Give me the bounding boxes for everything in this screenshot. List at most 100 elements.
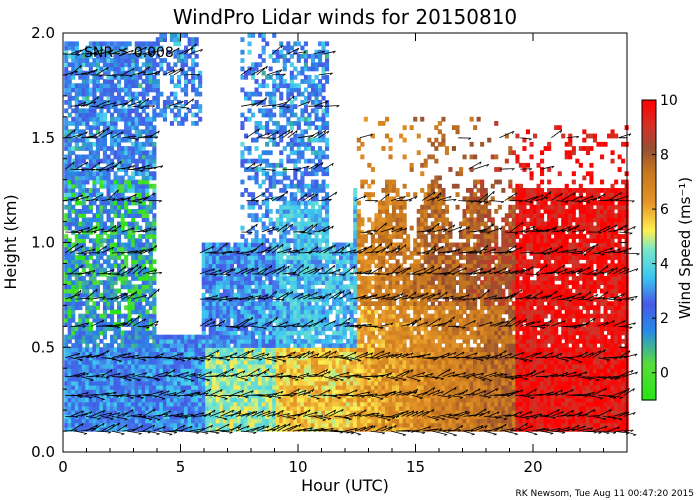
heatmap-cell bbox=[222, 276, 227, 281]
heatmap-cell bbox=[152, 397, 157, 403]
heatmap-cell bbox=[244, 255, 249, 260]
heatmap-cell bbox=[212, 368, 217, 373]
heatmap-cell bbox=[286, 221, 291, 227]
heatmap-cell bbox=[99, 209, 104, 214]
heatmap-cell bbox=[113, 385, 118, 390]
heatmap-cell bbox=[95, 389, 100, 394]
heatmap-cell bbox=[289, 347, 294, 353]
heatmap-cell bbox=[145, 209, 150, 214]
heatmap-cell bbox=[169, 426, 174, 432]
heatmap-cell bbox=[127, 234, 132, 239]
heatmap-cell bbox=[332, 343, 337, 348]
heatmap-cell bbox=[177, 351, 182, 357]
heatmap-cell bbox=[85, 121, 90, 126]
heatmap-cell bbox=[247, 343, 252, 348]
heatmap-cell bbox=[145, 271, 150, 277]
heatmap-cell bbox=[289, 397, 294, 403]
heatmap-cell bbox=[286, 204, 291, 210]
heatmap-cell bbox=[134, 292, 139, 298]
heatmap-cell bbox=[162, 376, 167, 382]
heatmap-cell bbox=[346, 376, 351, 382]
heatmap-cell bbox=[180, 33, 185, 38]
heatmap-cell bbox=[296, 87, 301, 93]
heatmap-cell bbox=[177, 79, 182, 84]
heatmap-cell bbox=[184, 334, 189, 340]
heatmap-cell bbox=[180, 87, 185, 93]
heatmap-cell bbox=[303, 259, 308, 265]
heatmap-cell bbox=[254, 87, 259, 93]
heatmap-cell bbox=[145, 385, 150, 390]
heatmap-cell bbox=[293, 234, 298, 239]
heatmap-cell bbox=[244, 91, 249, 97]
heatmap-cell bbox=[303, 313, 308, 319]
heatmap-cell bbox=[145, 112, 150, 118]
heatmap-cell bbox=[254, 179, 259, 185]
heatmap-cell bbox=[67, 292, 72, 298]
heatmap-cell bbox=[208, 276, 213, 281]
heatmap-cell bbox=[134, 116, 139, 122]
heatmap-cell bbox=[300, 297, 305, 302]
heatmap-cell bbox=[293, 87, 298, 93]
heatmap-cell bbox=[286, 280, 291, 285]
heatmap-cell bbox=[145, 401, 150, 407]
heatmap-cell bbox=[261, 150, 266, 156]
heatmap-cell bbox=[134, 53, 139, 59]
heatmap-cell bbox=[307, 158, 312, 164]
heatmap-cell bbox=[124, 213, 129, 218]
heatmap-cell bbox=[131, 359, 136, 365]
heatmap-cell bbox=[272, 326, 277, 332]
heatmap-cell bbox=[95, 179, 100, 185]
heatmap-cell bbox=[71, 380, 76, 386]
heatmap-cell bbox=[177, 53, 182, 59]
heatmap-cell bbox=[261, 280, 266, 285]
heatmap-cell bbox=[88, 192, 93, 197]
heatmap-cell bbox=[254, 280, 259, 285]
heatmap-cell bbox=[303, 146, 308, 151]
heatmap-cell bbox=[265, 380, 270, 386]
heatmap-cell bbox=[314, 112, 319, 118]
heatmap-cell bbox=[240, 426, 245, 432]
heatmap-cell bbox=[307, 141, 312, 147]
heatmap-cell bbox=[113, 376, 118, 382]
heatmap-cell bbox=[215, 368, 220, 373]
heatmap-cell bbox=[131, 271, 136, 277]
heatmap-cell bbox=[141, 401, 146, 407]
heatmap-cell bbox=[240, 309, 245, 315]
heatmap-cell bbox=[303, 276, 308, 281]
heatmap-cell bbox=[300, 221, 305, 227]
heatmap-cell bbox=[134, 112, 139, 118]
heatmap-cell bbox=[124, 364, 129, 369]
heatmap-cell bbox=[127, 414, 132, 420]
heatmap-cell bbox=[205, 276, 210, 281]
heatmap-cell bbox=[215, 263, 220, 269]
heatmap-cell bbox=[173, 95, 178, 101]
heatmap-cell bbox=[148, 334, 153, 340]
heatmap-cell bbox=[88, 133, 93, 139]
heatmap-cell bbox=[159, 347, 164, 353]
heatmap-cell bbox=[88, 188, 93, 193]
heatmap-cell bbox=[152, 188, 157, 193]
heatmap-cell bbox=[254, 376, 259, 382]
heatmap-cell bbox=[148, 129, 153, 135]
heatmap-cell bbox=[127, 200, 132, 206]
heatmap-cell bbox=[131, 196, 136, 202]
heatmap-cell bbox=[261, 292, 266, 298]
heatmap-cell bbox=[279, 326, 284, 332]
heatmap-cell bbox=[247, 246, 252, 252]
heatmap-cell bbox=[71, 217, 76, 223]
heatmap-cell bbox=[226, 334, 231, 340]
heatmap-cell bbox=[244, 385, 249, 390]
heatmap-cell bbox=[110, 167, 115, 172]
heatmap-cell bbox=[138, 53, 143, 59]
heatmap-cell bbox=[233, 426, 238, 432]
heatmap-cell bbox=[318, 133, 323, 139]
heatmap-cell bbox=[106, 104, 111, 109]
heatmap-cell bbox=[99, 171, 104, 177]
heatmap-cell bbox=[180, 397, 185, 403]
heatmap-cell bbox=[226, 317, 231, 323]
heatmap-cell bbox=[99, 359, 104, 365]
heatmap-cell bbox=[64, 154, 69, 160]
heatmap-cell bbox=[272, 87, 277, 93]
heatmap-cell bbox=[293, 83, 298, 89]
heatmap-cell bbox=[166, 368, 171, 373]
